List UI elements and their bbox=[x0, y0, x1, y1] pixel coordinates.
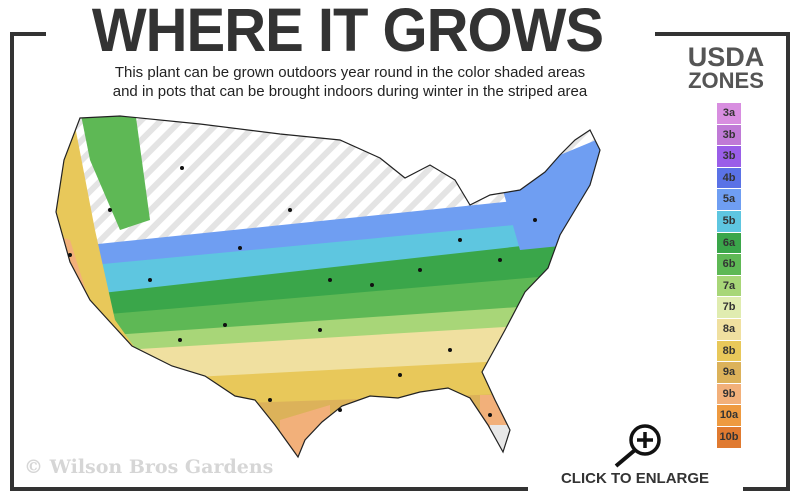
legend-swatch-10b: 10b bbox=[717, 426, 741, 448]
zone-10-florida bbox=[490, 425, 520, 457]
legend-swatch-5b: 5b bbox=[717, 210, 741, 232]
click-to-enlarge-button[interactable]: CLICK TO ENLARGE bbox=[560, 470, 710, 487]
legend-swatch-10a: 10a bbox=[717, 405, 741, 426]
frame-line bbox=[10, 32, 14, 491]
legend-title-line: USDA bbox=[687, 42, 765, 72]
subtitle-line: This plant can be grown outdoors year ro… bbox=[114, 64, 586, 81]
legend-swatch-9a: 9a bbox=[717, 362, 741, 383]
legend-swatch-6a: 6a bbox=[717, 232, 741, 254]
frame-line bbox=[10, 32, 46, 36]
northwest-zone bbox=[80, 116, 150, 230]
legend-swatch-3a: 3a bbox=[717, 103, 741, 124]
frame-line bbox=[655, 32, 790, 36]
city-dots bbox=[68, 166, 537, 417]
subtitle: This plant can be grown outdoors year ro… bbox=[40, 63, 660, 101]
magnifier-plus-icon[interactable] bbox=[610, 422, 666, 470]
legend-swatch-8b: 8b bbox=[717, 340, 741, 362]
legend-swatch-9b: 9b bbox=[717, 383, 741, 405]
zone-legend: 3a 3b 3b 4b 5a 5b 6a 6b 7a 7b 8a 8b 9a 9b 10a 10b bbox=[717, 103, 741, 449]
legend-title: USDA ZONES bbox=[676, 42, 776, 93]
legend-swatch-8a: 8a bbox=[717, 318, 741, 340]
legend-swatch-5a: 5a bbox=[717, 189, 741, 210]
watermark: © Wilson Bros Gardens bbox=[24, 456, 274, 478]
page-title: WHERE IT GROWS bbox=[91, 0, 604, 65]
legend-swatch-3b: 3b bbox=[717, 146, 741, 167]
frame-line bbox=[786, 32, 790, 491]
legend-swatch-7a: 7a bbox=[717, 275, 741, 297]
legend-swatch-3b: 3b bbox=[717, 124, 741, 146]
frame-line bbox=[10, 487, 528, 491]
frame-line bbox=[743, 487, 790, 491]
legend-title-line: ZONES bbox=[688, 68, 764, 93]
subtitle-line: and in pots that can be brought indoors … bbox=[112, 83, 588, 100]
legend-swatch-7b: 7b bbox=[717, 297, 741, 318]
legend-swatch-4b: 4b bbox=[717, 167, 741, 189]
legend-swatch-6b: 6b bbox=[717, 254, 741, 275]
